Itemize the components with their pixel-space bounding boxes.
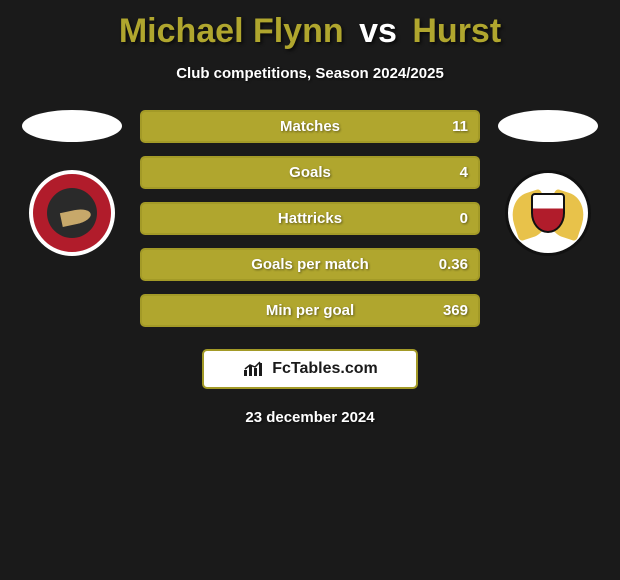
stat-label: Goals xyxy=(289,164,331,181)
comparison-body: Matches 11 Goals 4 Hattricks 0 Goals per… xyxy=(0,110,620,327)
player2-name: Hurst xyxy=(412,12,501,50)
stat-bar-mpg: Min per goal 369 xyxy=(140,294,480,327)
snapshot-date: 23 december 2024 xyxy=(0,409,620,426)
brand-watermark: FcTables.com xyxy=(202,349,418,389)
player1-photo-placeholder xyxy=(22,110,122,142)
stat-bar-hattricks: Hattricks 0 xyxy=(140,202,480,235)
stat-label: Matches xyxy=(280,118,340,135)
stat-bar-gpm: Goals per match 0.36 xyxy=(140,248,480,281)
stat-value-right: 11 xyxy=(452,118,468,135)
stat-bar-goals: Goals 4 xyxy=(140,156,480,189)
stat-label: Min per goal xyxy=(266,302,354,319)
walsall-badge-icon xyxy=(47,188,97,238)
stat-bar-matches: Matches 11 xyxy=(140,110,480,143)
stat-value-right: 0.36 xyxy=(439,256,468,273)
stat-value-right: 0 xyxy=(460,210,468,227)
player2-club-badge xyxy=(505,170,591,256)
vs-separator: vs xyxy=(359,12,397,50)
bar-chart-icon xyxy=(242,360,266,378)
comparison-title: Michael Flynn vs Hurst xyxy=(0,0,620,51)
stat-value-right: 4 xyxy=(460,164,468,181)
left-side xyxy=(22,110,122,256)
stat-value-right: 369 xyxy=(443,302,468,319)
brand-text: FcTables.com xyxy=(272,360,378,378)
stat-bars: Matches 11 Goals 4 Hattricks 0 Goals per… xyxy=(140,110,480,327)
player1-name: Michael Flynn xyxy=(119,12,344,50)
stat-label: Hattricks xyxy=(278,210,342,227)
doncaster-shield-icon xyxy=(531,193,565,233)
stat-label: Goals per match xyxy=(251,256,369,273)
right-side xyxy=(498,110,598,256)
player1-club-badge xyxy=(29,170,115,256)
player2-photo-placeholder xyxy=(498,110,598,142)
subtitle: Club competitions, Season 2024/2025 xyxy=(0,65,620,82)
